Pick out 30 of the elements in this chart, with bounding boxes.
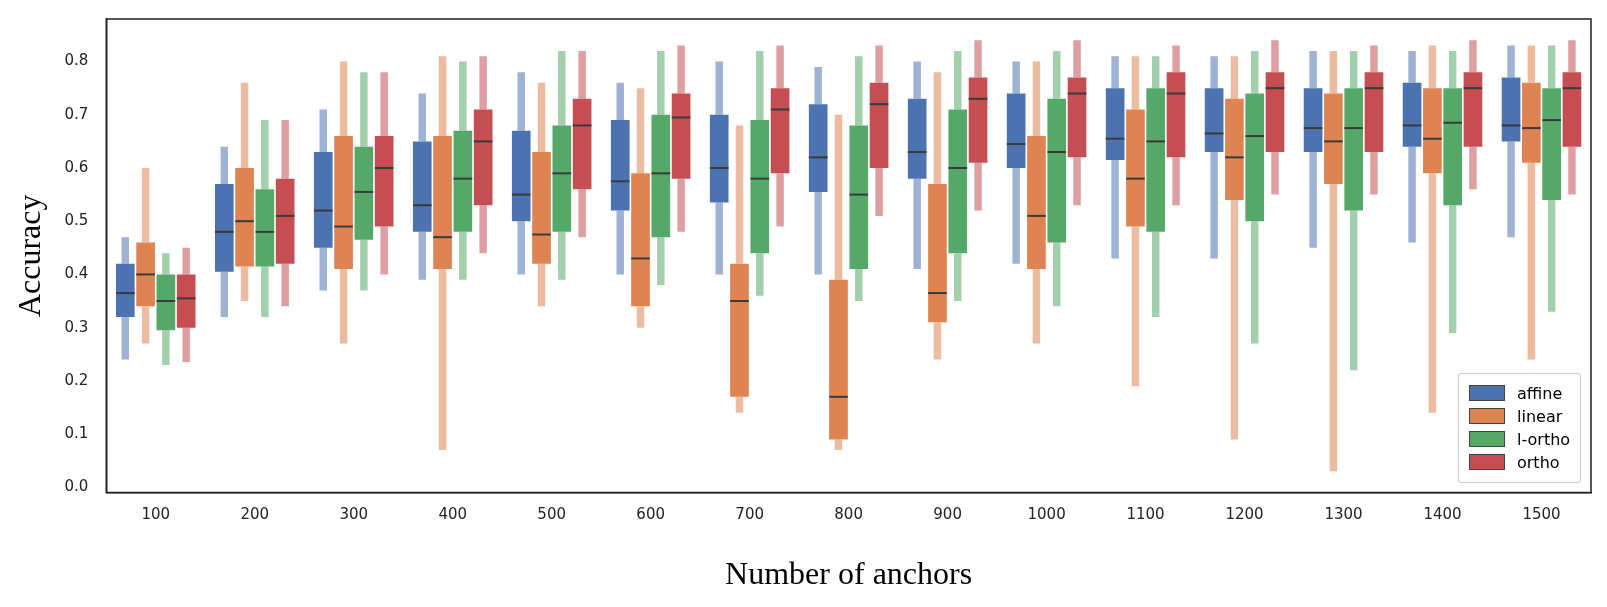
y-tick-label: 0.2 — [64, 370, 89, 389]
x-axis-title: Number of anchors — [725, 555, 973, 592]
x-tick-label: 700 — [735, 505, 764, 524]
x-tick-label: 300 — [339, 505, 369, 524]
y-tick-label: 0.5 — [64, 211, 89, 230]
y-axis-title: Accuracy — [10, 194, 47, 318]
x-tick-label: 900 — [933, 505, 962, 524]
x-tick-label: 1100 — [1126, 505, 1165, 524]
legend-label: l-ortho — [1517, 429, 1571, 449]
x-tick-label: 1500 — [1522, 505, 1561, 524]
legend-label: affine — [1517, 383, 1563, 403]
y-tick-label: 0.6 — [64, 157, 89, 176]
legend-label: linear — [1517, 406, 1563, 426]
y-tick-label: 0.3 — [64, 317, 89, 336]
y-tick-label: 0.4 — [64, 264, 89, 283]
x-tick-label: 1200 — [1225, 505, 1264, 524]
y-tick-label: 0.8 — [64, 51, 89, 70]
x-tick-label: 500 — [537, 505, 566, 524]
x-tick-label: 1300 — [1324, 505, 1363, 524]
x-tick-label: 200 — [240, 505, 270, 524]
x-tick-label: 400 — [438, 505, 468, 524]
legend-label: ortho — [1517, 452, 1560, 472]
x-tick-label: 600 — [636, 505, 665, 524]
y-tick-label: 0.7 — [64, 104, 89, 123]
x-tick-label: 1400 — [1423, 505, 1462, 524]
y-tick-label: 0.1 — [64, 423, 89, 442]
y-tick-label: 0.0 — [64, 477, 89, 496]
x-tick-label: 1000 — [1027, 505, 1066, 524]
x-tick-label: 800 — [834, 505, 863, 524]
x-tick-label: 100 — [141, 505, 171, 524]
